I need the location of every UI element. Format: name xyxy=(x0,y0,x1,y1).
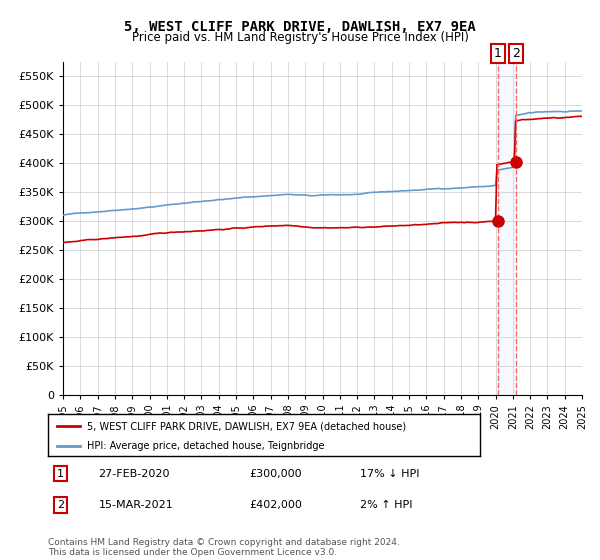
Text: 5, WEST CLIFF PARK DRIVE, DAWLISH, EX7 9EA (detached house): 5, WEST CLIFF PARK DRIVE, DAWLISH, EX7 9… xyxy=(87,421,406,431)
Text: HPI: Average price, detached house, Teignbridge: HPI: Average price, detached house, Teig… xyxy=(87,441,325,451)
Text: 1: 1 xyxy=(494,47,502,60)
Text: 17% ↓ HPI: 17% ↓ HPI xyxy=(361,469,420,479)
Text: 2: 2 xyxy=(57,500,64,510)
Text: 1: 1 xyxy=(57,469,64,479)
Text: 15-MAR-2021: 15-MAR-2021 xyxy=(98,500,173,510)
Bar xyxy=(498,62,516,395)
Text: 2% ↑ HPI: 2% ↑ HPI xyxy=(361,500,413,510)
Text: Price paid vs. HM Land Registry's House Price Index (HPI): Price paid vs. HM Land Registry's House … xyxy=(131,31,469,44)
Text: £402,000: £402,000 xyxy=(250,500,302,510)
Text: 27-FEB-2020: 27-FEB-2020 xyxy=(98,469,170,479)
Text: £300,000: £300,000 xyxy=(250,469,302,479)
Text: Contains HM Land Registry data © Crown copyright and database right 2024.
This d: Contains HM Land Registry data © Crown c… xyxy=(48,538,400,557)
Text: 2: 2 xyxy=(512,47,520,60)
Text: 5, WEST CLIFF PARK DRIVE, DAWLISH, EX7 9EA: 5, WEST CLIFF PARK DRIVE, DAWLISH, EX7 9… xyxy=(124,20,476,34)
